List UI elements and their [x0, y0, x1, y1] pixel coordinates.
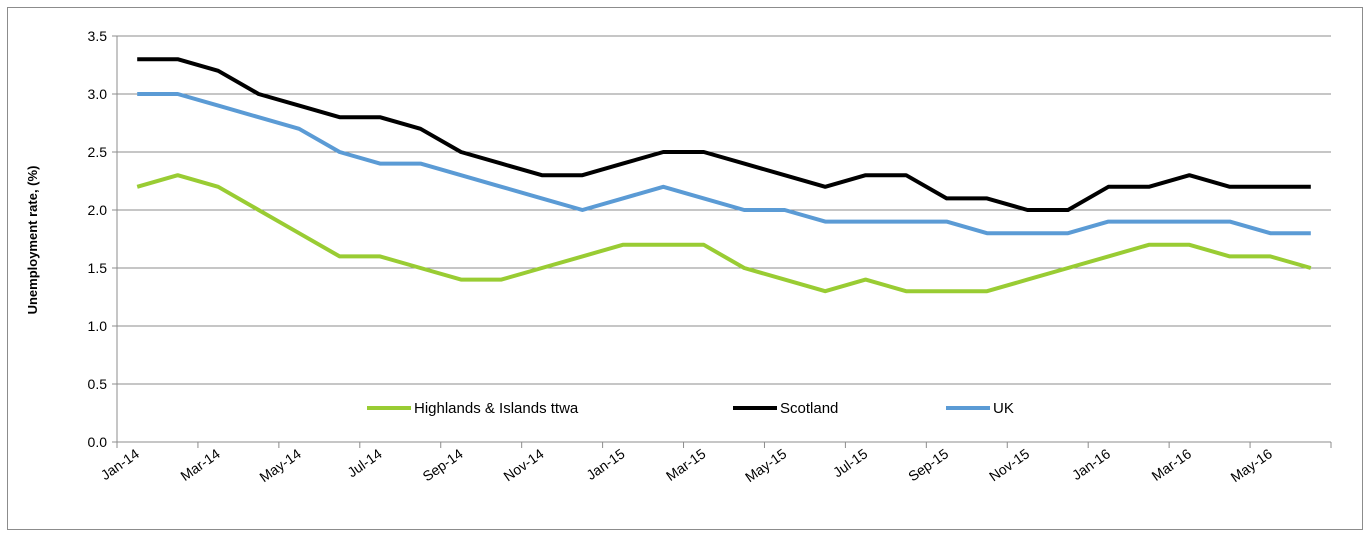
- legend-label-highlands-islands-ttwa: Highlands & Islands ttwa: [414, 400, 579, 417]
- series-line-highlands-islands-ttwa: [136, 173, 1312, 294]
- legend: Highlands & Islands ttwa Scotland UK: [367, 400, 1014, 417]
- y-tick-label: 2.0: [88, 202, 108, 218]
- y-tick-label: 0.0: [88, 434, 108, 450]
- series-line-uk: [137, 92, 1311, 236]
- y-tick-label: 1.0: [88, 318, 108, 334]
- series-line-scotland: [137, 57, 1311, 212]
- y-tick-label: 0.5: [88, 376, 108, 392]
- y-tick-label: 3.0: [88, 86, 108, 102]
- y-tick-label: 2.5: [88, 144, 108, 160]
- y-tick-label: 3.5: [88, 28, 108, 44]
- y-axis-label: Unemployment rate, (%): [25, 166, 40, 315]
- legend-label-scotland: Scotland: [780, 400, 838, 417]
- series-lines: [136, 57, 1312, 294]
- legend-label-uk: UK: [993, 400, 1014, 417]
- gridlines: [117, 35, 1331, 385]
- y-tick-label: 1.5: [88, 260, 108, 276]
